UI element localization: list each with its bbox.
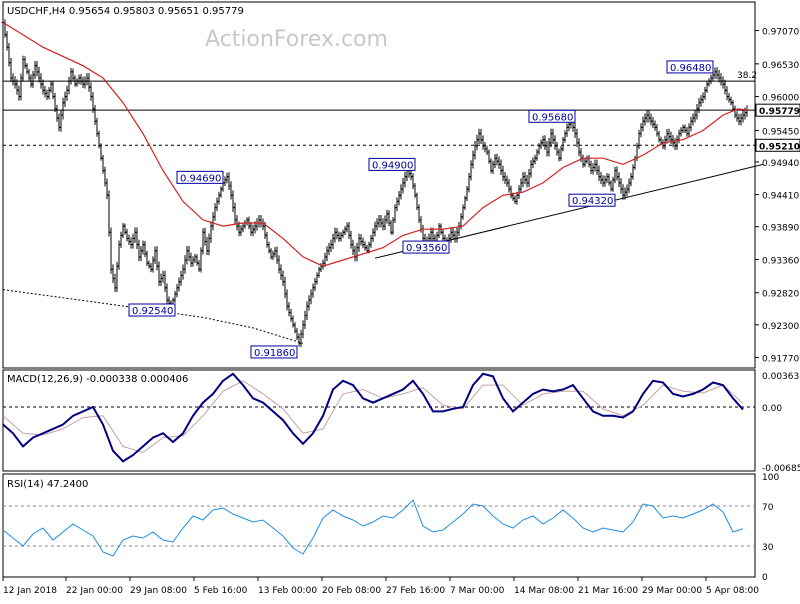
price-axis-tick: 0.93360 <box>762 256 799 266</box>
rsi-axis-tick: 0 <box>762 573 768 583</box>
time-axis-tick: 12 Jan 2018 <box>3 586 57 596</box>
symbol-ohlc-text: USDCHF,H4 0.95654 0.95803 0.95651 0.9577… <box>7 6 244 17</box>
annotation-label: 0.91860 <box>254 348 295 359</box>
annotation-label: 0.94320 <box>572 196 613 207</box>
rsi-panel-frame <box>2 473 756 578</box>
price-axis-tick: 0.92820 <box>762 290 799 300</box>
price-axis-tick: 0.97070 <box>762 28 799 38</box>
annotation-box <box>528 109 576 123</box>
price-marker-box <box>755 138 800 152</box>
price-marker-box <box>755 103 800 117</box>
price-axis-tick: 0.93890 <box>762 224 799 234</box>
axis-labels: 0.97070 0.96530 0.96000 0.95450 0.94940 0.944… <box>2 28 800 596</box>
price-lines <box>2 21 764 344</box>
annotation-label: 0.93560 <box>406 243 447 254</box>
time-axis-tick: 29 Mar 00:00 <box>642 586 702 596</box>
macd-panel-frame <box>2 369 756 472</box>
macd-signal-line <box>2 380 744 454</box>
sma-red-line <box>2 21 749 267</box>
macd-axis-tick: 0.003638 <box>762 372 800 382</box>
macd-title: MACD(12,26,9) -0.000338 0.000406 <box>7 374 188 385</box>
price-axis-tick: 0.95450 <box>762 127 799 137</box>
price-panel-frame <box>2 1 756 369</box>
fib-level-label: 38.2 <box>737 71 757 81</box>
time-axis-tick: 13 Feb 00:00 <box>258 586 317 596</box>
rsi-axis-tick: 30 <box>762 543 774 553</box>
annotation-label: 0.94900 <box>372 160 413 171</box>
watermark-text: ActionForex.com <box>205 27 388 52</box>
annotation-label: 0.94690 <box>180 173 221 184</box>
time-axis-tick: 27 Feb 16:00 <box>386 586 445 596</box>
rsi-line <box>2 499 744 557</box>
macd-lines <box>2 372 755 463</box>
price-axis-tick: 0.96530 <box>762 61 799 71</box>
price-axis-tick: 0.92300 <box>762 322 799 332</box>
annotation-label: 0.95680 <box>532 112 573 123</box>
annotation-box <box>368 157 416 171</box>
price-axis-tick: 0.91770 <box>762 355 799 365</box>
time-axis-tick: 5 Apr 08:00 <box>706 586 759 596</box>
price-axis-tick: 0.96000 <box>762 94 799 104</box>
time-axis-tick: 7 Mar 00:00 <box>450 586 505 596</box>
annotation-box <box>402 240 450 254</box>
macd-main-line <box>2 372 744 463</box>
annotation-label: 0.96480 <box>670 63 711 74</box>
annotation-label: 0.92540 <box>132 306 173 317</box>
horizontal-levels: 38.2 <box>3 71 757 146</box>
time-axis-tick: 29 Jan 08:00 <box>130 586 187 596</box>
price-candles <box>1 19 749 348</box>
price-marker-label: 0.95210 <box>759 142 800 152</box>
annotation-box <box>666 60 714 74</box>
time-axis-tick: 5 Feb 16:00 <box>194 586 248 596</box>
sma-dashed-line <box>2 289 304 344</box>
annotation-box <box>250 345 298 359</box>
annotation-box <box>176 170 224 184</box>
rsi-axis-tick: 100 <box>762 473 779 483</box>
annotation-box <box>568 193 616 207</box>
price-axis-tick: 0.94940 <box>762 159 799 169</box>
macd-axis-tick: 0.00 <box>762 404 782 414</box>
rsi-title: RSI(14) 47.2400 <box>7 479 88 490</box>
rsi-axis-tick: 70 <box>762 503 774 513</box>
price-annotations: 0.96480 0.95680 0.94900 0.94690 0.94320 0.935… <box>128 60 714 359</box>
annotation-box <box>128 303 176 317</box>
price-marker-label: 0.95779 <box>759 107 800 117</box>
macd-axis-tick: -0.006858 <box>762 464 800 474</box>
rsi-lines <box>2 499 755 557</box>
time-axis-tick: 14 Mar 08:00 <box>514 586 574 596</box>
time-axis-tick: 20 Feb 08:00 <box>322 586 381 596</box>
time-axis-tick: 22 Jan 00:00 <box>66 586 123 596</box>
price-axis-tick: 0.94410 <box>762 192 799 202</box>
time-axis-tick: 21 Mar 16:00 <box>578 586 638 596</box>
